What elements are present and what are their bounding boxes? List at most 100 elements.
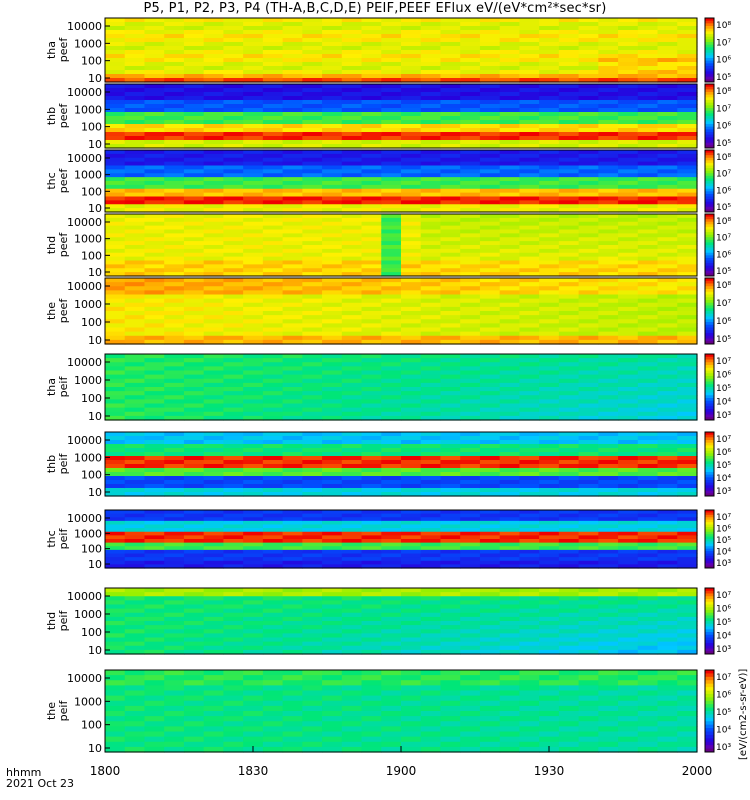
heatmap-cell	[302, 741, 323, 748]
heatmap-cell	[578, 278, 599, 283]
heatmap-cell	[401, 370, 422, 376]
heatmap-cell	[618, 411, 639, 417]
heatmap-cell	[420, 670, 442, 676]
heatmap-cell	[558, 645, 580, 651]
heatmap-cell	[124, 140, 146, 145]
heatmap-cell	[499, 539, 520, 544]
heatmap-cell	[539, 112, 560, 117]
heatmap-cell	[164, 311, 185, 316]
heatmap-cell	[420, 391, 442, 396]
heatmap-cell	[203, 150, 224, 155]
heatmap-cell	[499, 54, 520, 59]
heatmap-cell	[558, 188, 580, 194]
heatmap-cell	[519, 339, 540, 345]
heatmap-cell	[657, 252, 678, 258]
heatmap-cell	[322, 625, 343, 630]
heatmap-cell	[479, 100, 501, 105]
heatmap-cell	[262, 510, 284, 515]
heatmap-cell	[420, 411, 442, 417]
heatmap-cell	[223, 711, 244, 717]
heatmap-cell	[322, 705, 343, 712]
heatmap-cell	[637, 484, 659, 489]
heatmap-cell	[637, 311, 659, 316]
heatmap-cell	[381, 120, 402, 125]
heatmap-cell	[105, 524, 126, 529]
heatmap-cell	[282, 335, 303, 341]
heatmap-cell	[401, 78, 422, 83]
heatmap-cell	[302, 440, 323, 445]
heatmap-cell	[164, 200, 185, 205]
heatmap-cell	[637, 217, 659, 223]
heatmap-cell	[499, 510, 520, 515]
heatmap-cell	[460, 711, 481, 717]
heatmap-cell	[519, 621, 540, 626]
heatmap-cell	[282, 616, 303, 622]
heatmap-cell	[440, 22, 461, 27]
heatmap-cell	[618, 26, 639, 31]
heatmap-cell	[183, 268, 205, 273]
heatmap-cell	[183, 480, 205, 485]
heatmap-cell	[657, 70, 678, 75]
heatmap-cell	[322, 592, 343, 597]
colorbar-cell	[705, 278, 714, 282]
heatmap-cell	[262, 323, 284, 329]
heatmap-cell	[598, 588, 619, 593]
heatmap-cell	[401, 225, 422, 231]
heatmap-cell	[322, 700, 343, 707]
heatmap-cell	[282, 564, 303, 569]
heatmap-cell	[677, 237, 698, 242]
heatmap-cell	[420, 608, 442, 614]
heatmap-cell	[361, 204, 382, 209]
heatmap-cell	[302, 165, 323, 170]
heatmap-cell	[499, 415, 520, 421]
heatmap-cell	[203, 302, 224, 308]
colorbar-tick-label: 10⁵	[716, 267, 731, 277]
colorbar-tick-label: 10⁶	[716, 122, 731, 132]
heatmap-cell	[381, 18, 402, 23]
heatmap-cell	[243, 245, 264, 250]
heatmap-cell	[164, 38, 185, 43]
heatmap-cell	[618, 120, 639, 125]
heatmap-cell	[618, 124, 639, 129]
heatmap-cell	[558, 144, 580, 149]
heatmap-cell	[499, 38, 520, 43]
heatmap-cell	[203, 366, 224, 372]
heatmap-cell	[440, 282, 461, 287]
colorbar-cell	[705, 308, 714, 312]
colorbar-cell	[705, 442, 714, 446]
heatmap-cell	[361, 229, 382, 234]
colorbar-cell	[705, 632, 714, 636]
heatmap-cell	[381, 362, 402, 367]
heatmap-cell	[657, 460, 678, 465]
heatmap-cell	[361, 472, 382, 477]
heatmap-cell	[420, 100, 442, 105]
heatmap-cell	[164, 104, 185, 109]
heatmap-cell	[243, 549, 264, 555]
heatmap-cell	[401, 108, 422, 113]
heatmap-cell	[203, 510, 224, 515]
heatmap-cell	[637, 339, 659, 345]
colorbar-cell	[705, 219, 714, 223]
heatmap-cell	[460, 272, 481, 277]
colorbar-tick-label: 10⁷	[716, 435, 731, 445]
heatmap-cell	[262, 88, 284, 93]
heatmap-cell	[243, 34, 264, 39]
heatmap-cell	[598, 208, 619, 213]
heatmap-cell	[637, 641, 659, 647]
heatmap-cell	[637, 161, 659, 167]
heatmap-cell	[302, 549, 323, 555]
heatmap-cell	[381, 604, 402, 610]
heatmap-cell	[322, 132, 343, 137]
heatmap-cell	[677, 173, 698, 178]
heatmap-cell	[460, 302, 481, 308]
heatmap-cell	[105, 440, 126, 445]
colorbar-cell	[705, 536, 714, 540]
heatmap-cell	[361, 169, 382, 174]
heatmap-cell	[322, 370, 343, 376]
heatmap-cell	[578, 78, 599, 83]
heatmap-cell	[558, 217, 580, 223]
heatmap-cell	[539, 452, 560, 457]
heatmap-cell	[677, 92, 698, 97]
heatmap-cell	[322, 670, 343, 676]
heatmap-cell	[124, 100, 146, 105]
